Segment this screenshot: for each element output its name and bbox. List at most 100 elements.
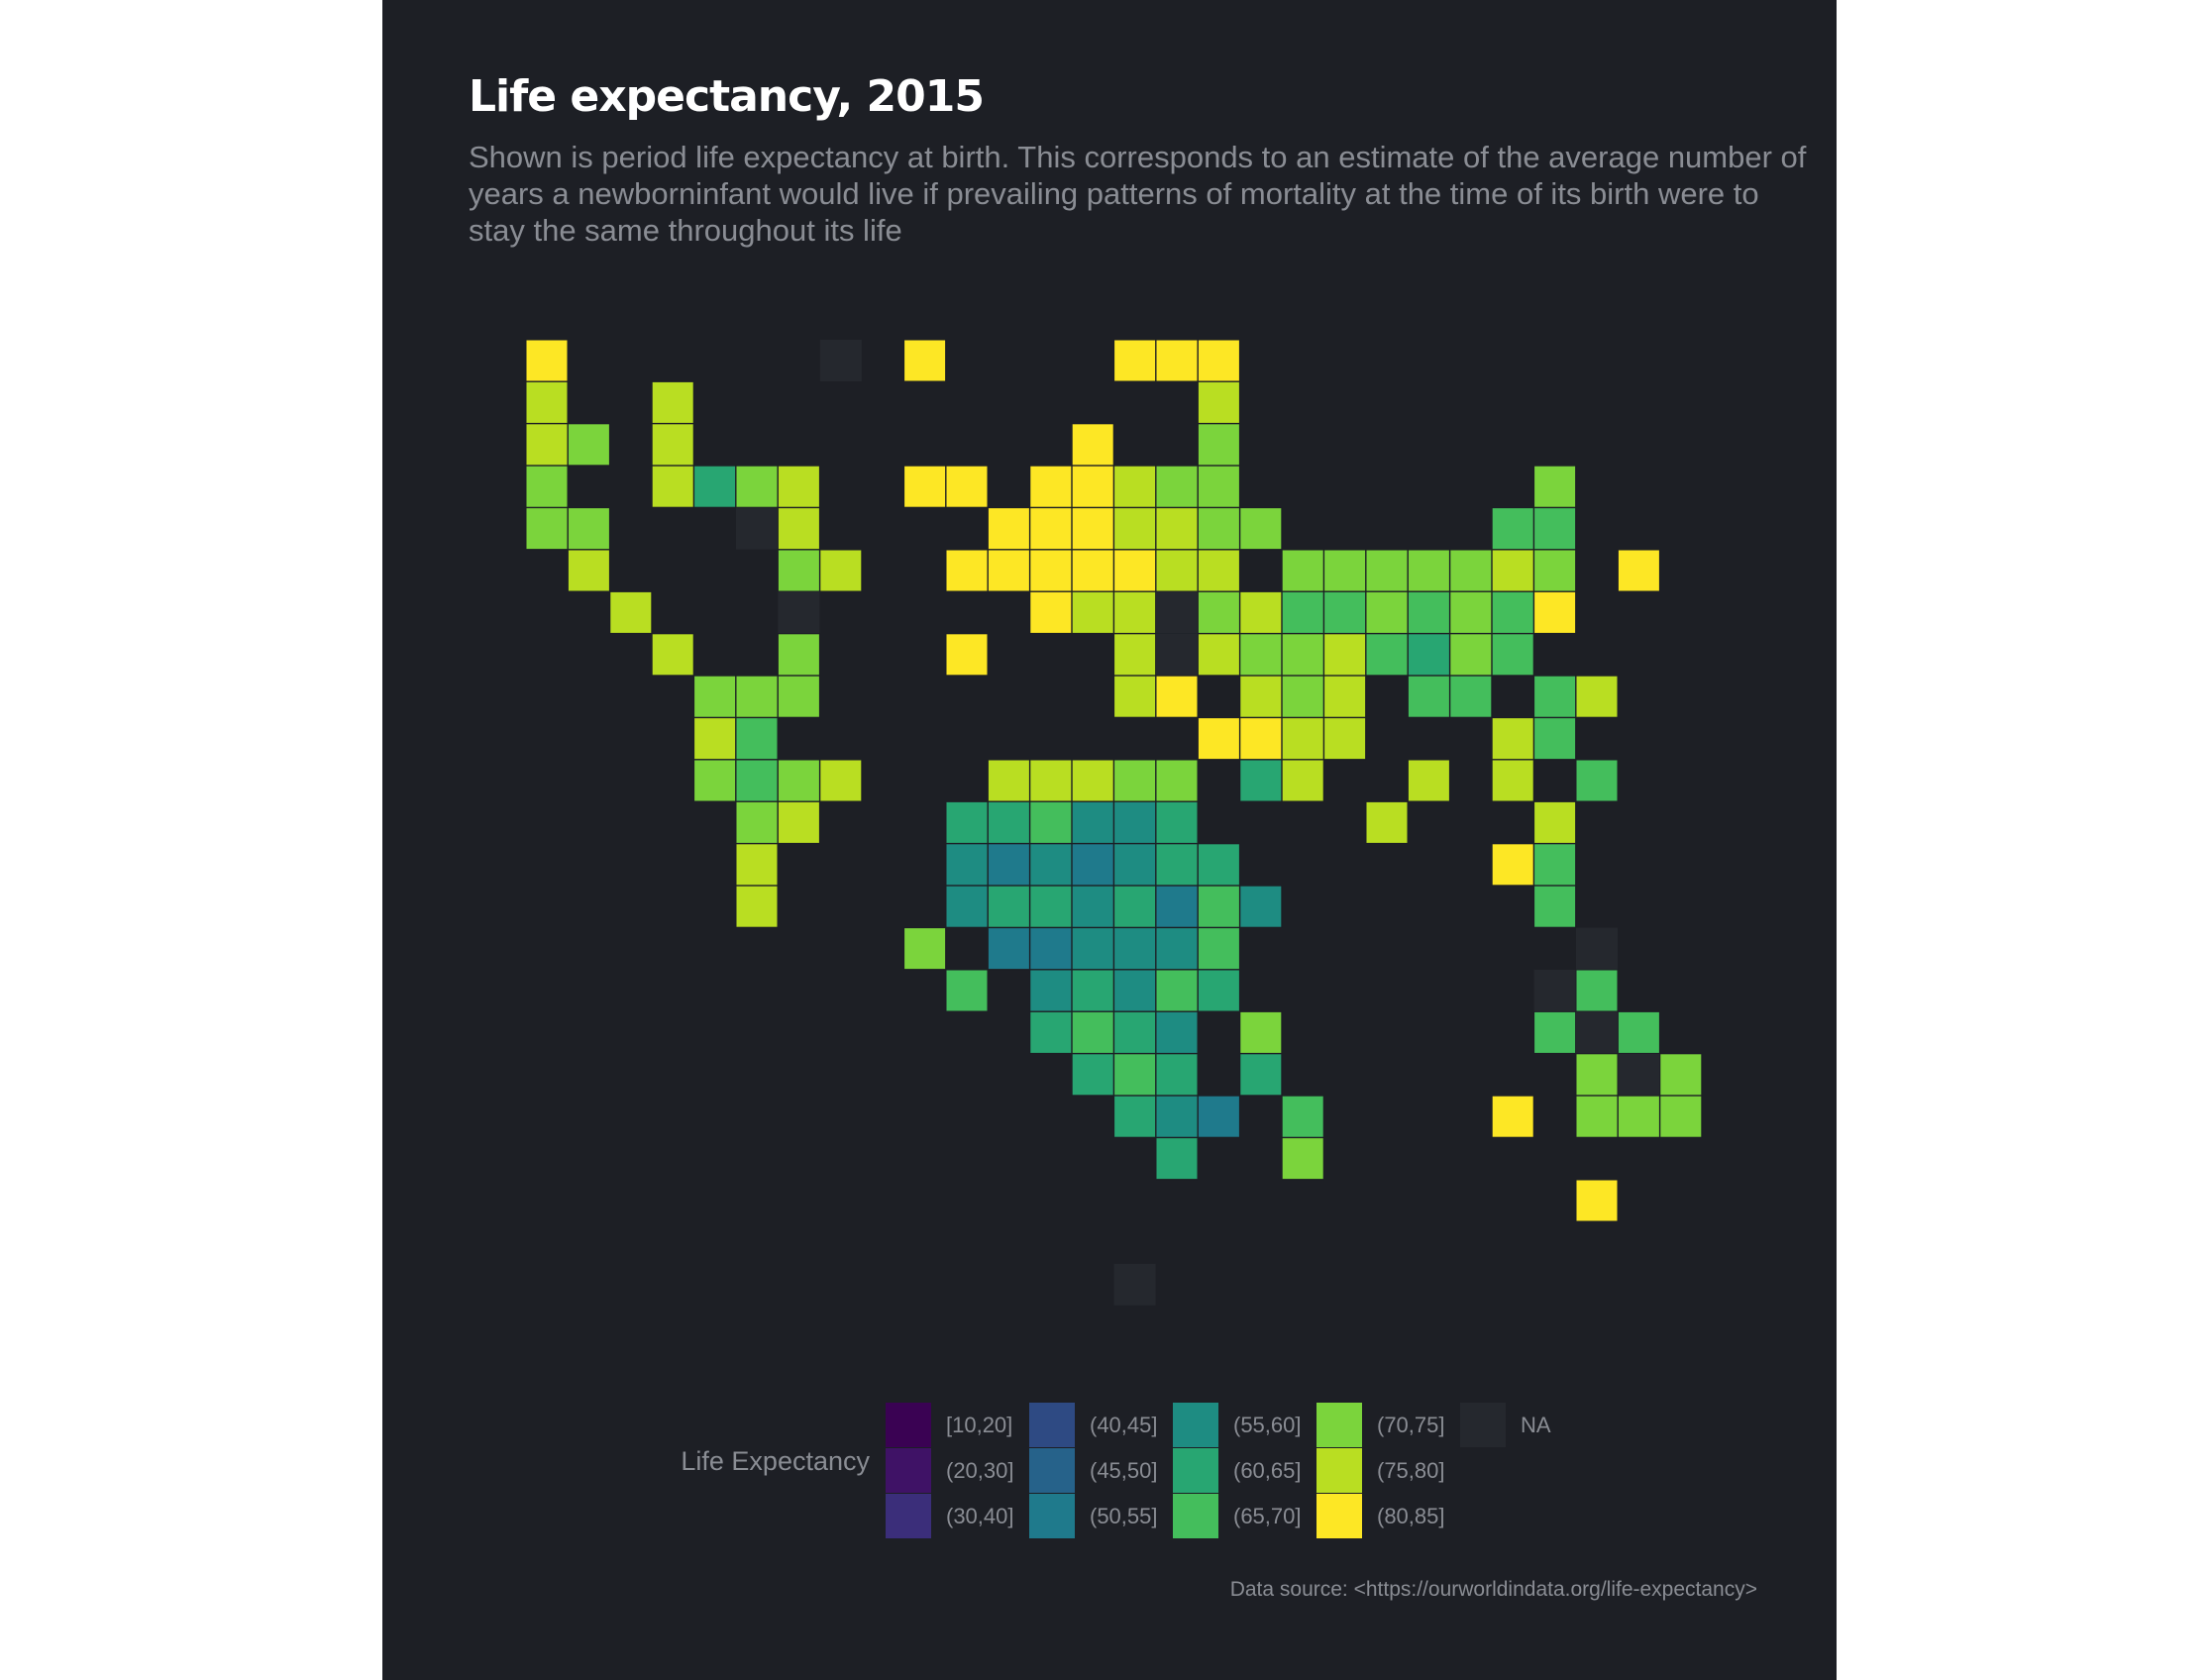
legend-key-9	[1316, 1403, 1362, 1447]
tile-13-17	[1029, 1010, 1073, 1054]
legend-key-11	[1316, 1494, 1362, 1538]
tile-26-17	[1576, 1011, 1618, 1054]
tile-21-12	[1365, 800, 1409, 844]
tile-15-5	[1113, 507, 1157, 551]
tile-7-11	[777, 759, 820, 802]
tile-2-3	[567, 423, 610, 467]
tile-13-11	[1029, 759, 1073, 802]
tile-12-6	[987, 549, 1030, 592]
tile-24-5	[1491, 507, 1534, 551]
tile-16-19	[1155, 1095, 1199, 1138]
tile-25-4	[1533, 465, 1577, 508]
tile-25-6	[1533, 549, 1577, 592]
tile-12-13	[987, 843, 1030, 887]
tile-14-16	[1071, 969, 1114, 1012]
tile-26-19	[1575, 1095, 1619, 1138]
tile-grid	[525, 339, 1703, 1306]
tile-13-6	[1029, 549, 1073, 592]
tile-15-12	[1113, 800, 1157, 844]
tile-13-16	[1029, 969, 1073, 1012]
tile-15-17	[1113, 1010, 1157, 1054]
tile-19-20	[1281, 1137, 1324, 1181]
legend-label-8: (65,70]	[1233, 1504, 1302, 1528]
tile-15-1	[1113, 339, 1157, 382]
tile-20-6	[1323, 549, 1367, 592]
legend-label-9: (70,75]	[1377, 1413, 1445, 1437]
tile-16-5	[1155, 507, 1199, 551]
tile-6-11	[735, 759, 779, 802]
tile-16-18	[1155, 1053, 1199, 1097]
tile-11-12	[945, 800, 989, 844]
tile-15-19	[1113, 1095, 1157, 1138]
tile-11-14	[945, 885, 989, 928]
tile-17-15	[1197, 927, 1240, 971]
tile-19-10	[1281, 717, 1324, 761]
tile-10-1	[903, 339, 947, 382]
legend-label-10: (75,80]	[1377, 1458, 1445, 1483]
tile-18-18	[1239, 1053, 1283, 1097]
tile-6-13	[735, 843, 779, 887]
legend-label-2: (30,40]	[946, 1504, 1014, 1528]
legend-label-6: (55,60]	[1233, 1413, 1302, 1437]
tile-12-15	[987, 927, 1030, 971]
legend-label-1: (20,30]	[946, 1458, 1014, 1483]
tile-23-8	[1449, 633, 1493, 677]
tile-11-13	[945, 843, 989, 887]
legend-key-12	[1460, 1403, 1506, 1447]
tile-17-4	[1197, 465, 1240, 508]
tile-15-23	[1113, 1263, 1156, 1306]
tile-14-11	[1071, 759, 1114, 802]
tile-15-6	[1113, 549, 1157, 592]
tile-16-20	[1155, 1137, 1199, 1181]
tile-16-8	[1156, 633, 1198, 676]
tile-16-11	[1155, 759, 1199, 802]
tile-20-10	[1323, 717, 1367, 761]
tile-17-1	[1197, 339, 1240, 382]
tile-19-9	[1281, 675, 1324, 718]
tile-25-9	[1533, 675, 1577, 718]
legend-key-0	[886, 1403, 931, 1447]
tile-16-17	[1155, 1010, 1199, 1054]
tile-5-10	[693, 717, 737, 761]
tile-22-9	[1407, 675, 1450, 718]
tile-14-13	[1071, 843, 1114, 887]
tile-25-16	[1533, 970, 1576, 1011]
tile-14-4	[1071, 465, 1114, 508]
tile-14-12	[1071, 800, 1114, 844]
tile-15-16	[1113, 969, 1157, 1012]
tile-13-14	[1029, 885, 1073, 928]
tile-8-6	[819, 549, 863, 592]
tile-25-5	[1533, 507, 1577, 551]
tile-11-6	[945, 549, 989, 592]
tile-1-4	[525, 465, 569, 508]
tile-17-2	[1197, 380, 1240, 424]
tile-8-1	[819, 340, 862, 381]
tile-1-2	[525, 380, 569, 424]
tile-15-4	[1113, 465, 1157, 508]
tile-18-7	[1239, 590, 1283, 634]
tile-22-11	[1407, 759, 1450, 802]
tile-2-5	[567, 507, 610, 551]
tile-20-7	[1323, 590, 1367, 634]
tile-20-9	[1323, 675, 1367, 718]
tile-2-6	[567, 549, 610, 592]
tile-10-4	[903, 465, 947, 508]
tile-14-18	[1071, 1053, 1114, 1097]
tile-27-17	[1617, 1010, 1660, 1054]
legend-label-4: (45,50]	[1090, 1458, 1158, 1483]
tile-15-18	[1113, 1053, 1157, 1097]
tile-4-3	[651, 423, 694, 467]
tile-23-7	[1449, 590, 1493, 634]
tile-6-5	[736, 507, 778, 550]
legend-label-11: (80,85]	[1377, 1504, 1445, 1528]
tile-14-14	[1071, 885, 1114, 928]
tile-11-8	[945, 633, 989, 677]
tile-5-9	[693, 675, 737, 718]
tile-16-15	[1155, 927, 1199, 971]
tile-17-14	[1197, 885, 1240, 928]
tile-15-7	[1113, 590, 1157, 634]
legend-key-6	[1173, 1403, 1218, 1447]
legend: Life Expectancy [10,20] (20,30] (30,40] (40,…	[681, 1403, 1551, 1538]
tile-24-19	[1491, 1095, 1534, 1138]
